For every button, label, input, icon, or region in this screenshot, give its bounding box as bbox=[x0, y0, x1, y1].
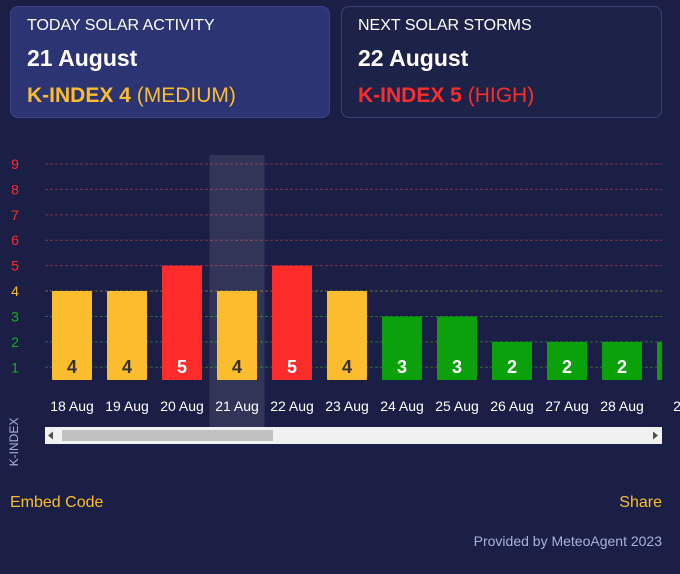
bar-value-label: 2 bbox=[507, 357, 517, 377]
today-solar-activity-card: TODAY SOLAR ACTIVITY 21 August K-INDEX 4… bbox=[10, 6, 330, 118]
x-tick-label: 25 Aug bbox=[435, 398, 479, 414]
next-k-index-value: K-INDEX 5 bbox=[358, 84, 462, 107]
next-label: NEXT SOLAR STORMS bbox=[358, 17, 532, 34]
bar-value-label: 5 bbox=[287, 357, 297, 377]
bar-2[interactable] bbox=[657, 341, 662, 380]
today-k-index-level: (MEDIUM) bbox=[136, 84, 236, 107]
y-axis-label: K-INDEX bbox=[7, 418, 21, 467]
bar-18-aug[interactable] bbox=[52, 291, 92, 380]
scroll-right-arrow-icon[interactable] bbox=[653, 431, 658, 440]
today-date: 21 August bbox=[27, 45, 138, 71]
grid-lines bbox=[45, 163, 662, 368]
today-label: TODAY SOLAR ACTIVITY bbox=[27, 17, 215, 34]
bar-24-aug[interactable] bbox=[382, 316, 422, 380]
y-tick-label: 5 bbox=[11, 258, 19, 274]
x-tick-label: 19 Aug bbox=[105, 398, 149, 414]
next-date: 22 August bbox=[358, 45, 469, 71]
y-tick-label: 4 bbox=[11, 283, 19, 299]
y-axis-ticks: 1 2 3 4 5 6 7 8 9 bbox=[11, 156, 19, 375]
x-tick-label: 24 Aug bbox=[380, 398, 424, 414]
x-tick-label: 2 bbox=[673, 398, 680, 414]
bar-value-label: 3 bbox=[452, 357, 462, 377]
bar-26-aug[interactable] bbox=[492, 341, 532, 380]
y-tick-label: 9 bbox=[11, 156, 19, 172]
chart-scrollbar[interactable] bbox=[45, 427, 662, 444]
x-axis-ticks: 18 Aug 19 Aug 20 Aug 21 Aug 22 Aug 23 Aug 24 A… bbox=[50, 398, 680, 414]
bar-value-label: 4 bbox=[342, 357, 352, 377]
bar-25-aug[interactable] bbox=[437, 316, 477, 380]
bars: 4 4 5 4 5 4 3 3 2 2 2 bbox=[52, 265, 662, 380]
x-tick-label: 22 Aug bbox=[270, 398, 314, 414]
bar-22-aug[interactable] bbox=[272, 265, 312, 380]
y-tick-label: 3 bbox=[11, 308, 19, 324]
x-tick-label: 20 Aug bbox=[160, 398, 204, 414]
x-tick-label: 28 Aug bbox=[600, 398, 644, 414]
bar-28-aug[interactable] bbox=[602, 341, 642, 380]
bar-21-aug[interactable] bbox=[217, 291, 257, 380]
bar-20-aug[interactable] bbox=[162, 265, 202, 380]
embed-code-link[interactable]: Embed Code bbox=[10, 494, 104, 511]
bar-value-label: 4 bbox=[122, 357, 132, 377]
x-tick-label: 18 Aug bbox=[50, 398, 94, 414]
y-tick-label: 1 bbox=[11, 359, 19, 375]
y-tick-label: 6 bbox=[11, 232, 19, 248]
next-solar-storms-card: NEXT SOLAR STORMS 22 August K-INDEX 5 (H… bbox=[341, 6, 662, 118]
x-tick-label: 21 Aug bbox=[215, 398, 259, 414]
today-k-index: K-INDEX 4 (MEDIUM) bbox=[27, 84, 313, 108]
bar-value-label: 5 bbox=[177, 357, 187, 377]
bar-value-label: 3 bbox=[397, 357, 407, 377]
share-link[interactable]: Share bbox=[619, 494, 662, 511]
scrollbar-thumb[interactable] bbox=[62, 430, 273, 441]
y-tick-label: 8 bbox=[11, 181, 19, 197]
next-k-index-level: (HIGH) bbox=[467, 84, 535, 107]
bar-value-label: 2 bbox=[562, 357, 572, 377]
scroll-left-arrow-icon[interactable] bbox=[48, 431, 53, 440]
provided-by-text: Provided by MeteoAgent 2023 bbox=[473, 533, 662, 549]
x-tick-label: 26 Aug bbox=[490, 398, 534, 414]
y-tick-label: 7 bbox=[11, 207, 19, 223]
x-tick-label: 27 Aug bbox=[545, 398, 589, 414]
k-index-chart: 1 2 3 4 5 6 7 8 9 4 4 5 4 5 4 3 3 2 2 2 18 Aug 19 Aug 20 Aug… bbox=[7, 155, 680, 467]
bar-27-aug[interactable] bbox=[547, 341, 587, 380]
bar-value-label: 4 bbox=[67, 357, 77, 377]
today-k-index-value: K-INDEX 4 bbox=[27, 84, 131, 107]
bar-value-label: 2 bbox=[617, 357, 627, 377]
bar-value-label: 4 bbox=[232, 357, 242, 377]
next-k-index: K-INDEX 5 (HIGH) bbox=[358, 84, 645, 108]
bar-23-aug[interactable] bbox=[327, 291, 367, 380]
y-tick-label: 2 bbox=[11, 334, 19, 350]
x-tick-label: 23 Aug bbox=[325, 398, 369, 414]
bar-19-aug[interactable] bbox=[107, 291, 147, 380]
